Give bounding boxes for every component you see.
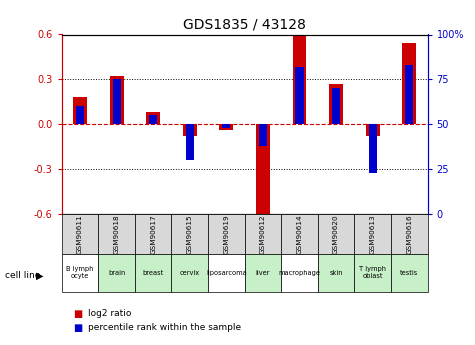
Bar	[222, 124, 230, 128]
Bar	[208, 254, 245, 292]
Bar	[366, 124, 380, 136]
Bar	[135, 214, 171, 254]
Text: GSM90619: GSM90619	[223, 214, 229, 254]
Text: ■: ■	[74, 309, 83, 319]
Text: GSM90620: GSM90620	[333, 214, 339, 254]
Bar	[110, 76, 124, 124]
Bar	[171, 214, 208, 254]
Bar	[208, 214, 245, 254]
Bar	[391, 254, 428, 292]
Text: GSM90611: GSM90611	[77, 214, 83, 254]
Text: GSM90614: GSM90614	[296, 214, 303, 254]
Text: cell line: cell line	[5, 272, 40, 280]
Bar	[354, 254, 391, 292]
Bar	[98, 214, 135, 254]
Bar	[245, 254, 281, 292]
Bar	[149, 115, 157, 124]
Text: breast: breast	[142, 269, 164, 276]
Bar	[256, 124, 270, 217]
Bar	[135, 254, 171, 292]
Bar	[171, 254, 208, 292]
Text: liver: liver	[256, 269, 270, 276]
Text: GSM90615: GSM90615	[187, 214, 193, 254]
Bar	[219, 124, 233, 130]
Bar	[62, 214, 98, 254]
Text: GSM90618: GSM90618	[114, 214, 120, 254]
Bar	[405, 65, 413, 124]
Bar	[98, 254, 135, 292]
Text: GSM90612: GSM90612	[260, 214, 266, 254]
Text: log2 ratio: log2 ratio	[88, 309, 131, 318]
Bar	[186, 124, 194, 160]
Text: ▶: ▶	[36, 271, 43, 281]
Bar	[354, 214, 391, 254]
Bar	[62, 254, 98, 292]
Bar	[73, 97, 87, 124]
Text: cervix: cervix	[180, 269, 200, 276]
Bar	[391, 214, 428, 254]
Bar	[329, 84, 343, 124]
Bar	[183, 124, 197, 136]
Bar	[113, 79, 121, 124]
Bar	[281, 254, 318, 292]
Text: T lymph
oblast: T lymph oblast	[359, 266, 386, 279]
Bar	[369, 124, 377, 172]
Bar	[245, 214, 281, 254]
Bar	[332, 88, 340, 124]
Bar	[318, 214, 354, 254]
Text: GSM90613: GSM90613	[370, 214, 376, 254]
Text: skin: skin	[329, 269, 343, 276]
Text: percentile rank within the sample: percentile rank within the sample	[88, 323, 241, 332]
Text: liposarcoma: liposarcoma	[206, 269, 247, 276]
Text: testis: testis	[400, 269, 418, 276]
Text: GSM90616: GSM90616	[406, 214, 412, 254]
Text: GSM90617: GSM90617	[150, 214, 156, 254]
Bar	[293, 36, 306, 124]
Text: brain: brain	[108, 269, 125, 276]
Bar	[259, 124, 267, 146]
Title: GDS1835 / 43128: GDS1835 / 43128	[183, 18, 306, 32]
Bar	[295, 67, 304, 124]
Text: macrophage: macrophage	[278, 269, 321, 276]
Bar	[318, 254, 354, 292]
Text: ■: ■	[74, 323, 83, 333]
Bar	[146, 112, 160, 124]
Text: B lymph
ocyte: B lymph ocyte	[66, 266, 94, 279]
Bar	[402, 43, 416, 124]
Bar	[76, 106, 84, 124]
Bar	[281, 214, 318, 254]
